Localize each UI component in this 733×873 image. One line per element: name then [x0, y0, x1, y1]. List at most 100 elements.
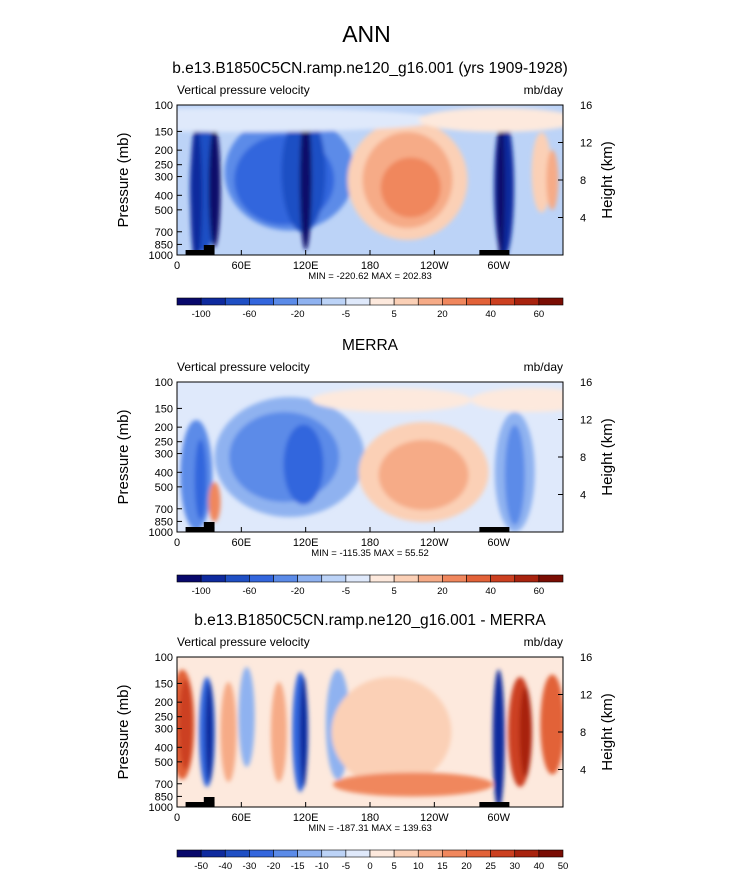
colorbar-box	[345, 849, 371, 858]
x-tick-label: 60W	[487, 812, 510, 824]
y-tick-label: 300	[155, 724, 173, 736]
x-tick-label: 180	[361, 537, 379, 549]
topography-mask	[185, 250, 215, 255]
y-tick-label: 300	[155, 172, 173, 184]
y-axis-title: Pressure (mb)	[115, 409, 132, 504]
colorbar-box	[417, 297, 443, 306]
y-right-tick-label: 4	[580, 765, 586, 777]
colorbar-box	[200, 297, 226, 306]
colorbar-label: -40	[218, 861, 232, 872]
y-right-tick-label: 12	[580, 690, 592, 702]
y-tick-label: 250	[155, 712, 173, 724]
contour-field	[177, 657, 563, 807]
y-right-axis-title: Height (km)	[599, 141, 616, 219]
panel-title: b.e13.B1850C5CN.ramp.ne120_g16.001 (yrs …	[172, 60, 568, 77]
x-tick-label: 60E	[232, 537, 252, 549]
colorbar-label: 40	[534, 861, 545, 872]
contour-region	[540, 674, 563, 775]
y-right-tick-label: 4	[580, 490, 586, 502]
colorbar-label: -100	[192, 586, 211, 597]
x-tick-label: 0	[174, 812, 180, 824]
x-tick-label: 120W	[420, 260, 449, 272]
y-right-tick-label: 12	[580, 138, 592, 150]
colorbar-box	[176, 297, 202, 306]
colorbar-box	[345, 297, 371, 306]
colorbar-label: -60	[243, 309, 257, 320]
contour-region	[299, 110, 312, 250]
contour-region	[194, 439, 207, 520]
colorbar-box	[442, 849, 467, 858]
y-tick-label: 150	[155, 678, 173, 690]
panel-units-label: mb/day	[524, 635, 563, 649]
colorbar-label: -15	[291, 861, 305, 872]
y-axis-title: Pressure (mb)	[115, 684, 132, 779]
contour-region	[380, 157, 441, 218]
y-tick-label: 200	[155, 145, 173, 157]
x-tick-label: 120E	[293, 260, 319, 272]
panel-title: b.e13.B1850C5CN.ramp.ne120_g16.001 - MER…	[194, 612, 546, 629]
y-tick-label: 500	[155, 482, 173, 494]
contour-region	[519, 687, 532, 777]
y-tick-label: 150	[155, 403, 173, 415]
contour-region	[270, 682, 287, 782]
y-right-tick-label: 12	[580, 415, 592, 427]
colorbar-label: 20	[437, 586, 448, 597]
y-axis-title: Pressure (mb)	[115, 132, 132, 227]
y-tick-label: 850	[155, 516, 173, 528]
colorbar-box	[200, 849, 226, 858]
x-tick-label: 60E	[232, 812, 252, 824]
min-max-stats: MIN = -187.31 MAX = 139.63	[308, 823, 432, 834]
y-tick-label: 200	[155, 422, 173, 434]
y-tick-label: 850	[155, 791, 173, 803]
y-tick-label: 1000	[149, 802, 173, 814]
colorbar-box	[297, 849, 323, 858]
contour-region	[470, 388, 563, 412]
contour-region	[531, 132, 552, 213]
colorbar-box	[514, 574, 540, 583]
x-tick-label: 120W	[420, 812, 449, 824]
contour-region	[378, 440, 469, 510]
colorbar-label: -50	[194, 861, 208, 872]
colorbar-box	[514, 297, 540, 306]
y-tick-label: 1000	[149, 527, 173, 539]
colorbar-box	[273, 849, 298, 858]
colorbar-label: 15	[437, 861, 448, 872]
colorbar-box	[345, 574, 371, 583]
colorbar-box	[321, 297, 347, 306]
contour-region	[208, 127, 221, 248]
colorbar-label: 5	[391, 586, 396, 597]
panel-variable-label: Vertical pressure velocity	[177, 83, 310, 97]
y-tick-label: 500	[155, 757, 173, 769]
panel-variable-label: Vertical pressure velocity	[177, 635, 310, 649]
colorbar-label: -100	[192, 309, 211, 320]
colorbar-box	[176, 574, 202, 583]
topography-mask	[479, 802, 510, 807]
x-tick-label: 60W	[487, 537, 510, 549]
y-tick-label: 400	[155, 190, 173, 202]
colorbar-label: -20	[267, 861, 281, 872]
y-tick-label: 250	[155, 437, 173, 449]
colorbar-box	[466, 574, 491, 583]
y-tick-label: 700	[155, 504, 173, 516]
colorbar-box	[538, 849, 564, 858]
contour-region	[238, 667, 255, 767]
colorbar-label: -5	[342, 861, 350, 872]
y-tick-label: 100	[155, 100, 173, 112]
panel-1: b.e13.B1850C5CN.ramp.ne120_g16.001 (yrs …	[115, 60, 616, 320]
y-tick-label: 400	[155, 742, 173, 754]
colorbar-label: -5	[342, 309, 350, 320]
colorbar-box	[417, 849, 443, 858]
contour-region	[331, 677, 452, 787]
colorbar-box	[176, 849, 202, 858]
y-tick-label: 500	[155, 205, 173, 217]
topography-mask	[203, 245, 215, 255]
colorbar-label: -20	[291, 309, 305, 320]
contour-region	[208, 482, 221, 522]
y-tick-label: 200	[155, 697, 173, 709]
colorbar-label: 25	[485, 861, 496, 872]
colorbar-label: 50	[558, 861, 569, 872]
colorbar-box	[490, 574, 516, 583]
x-tick-label: 180	[361, 260, 379, 272]
